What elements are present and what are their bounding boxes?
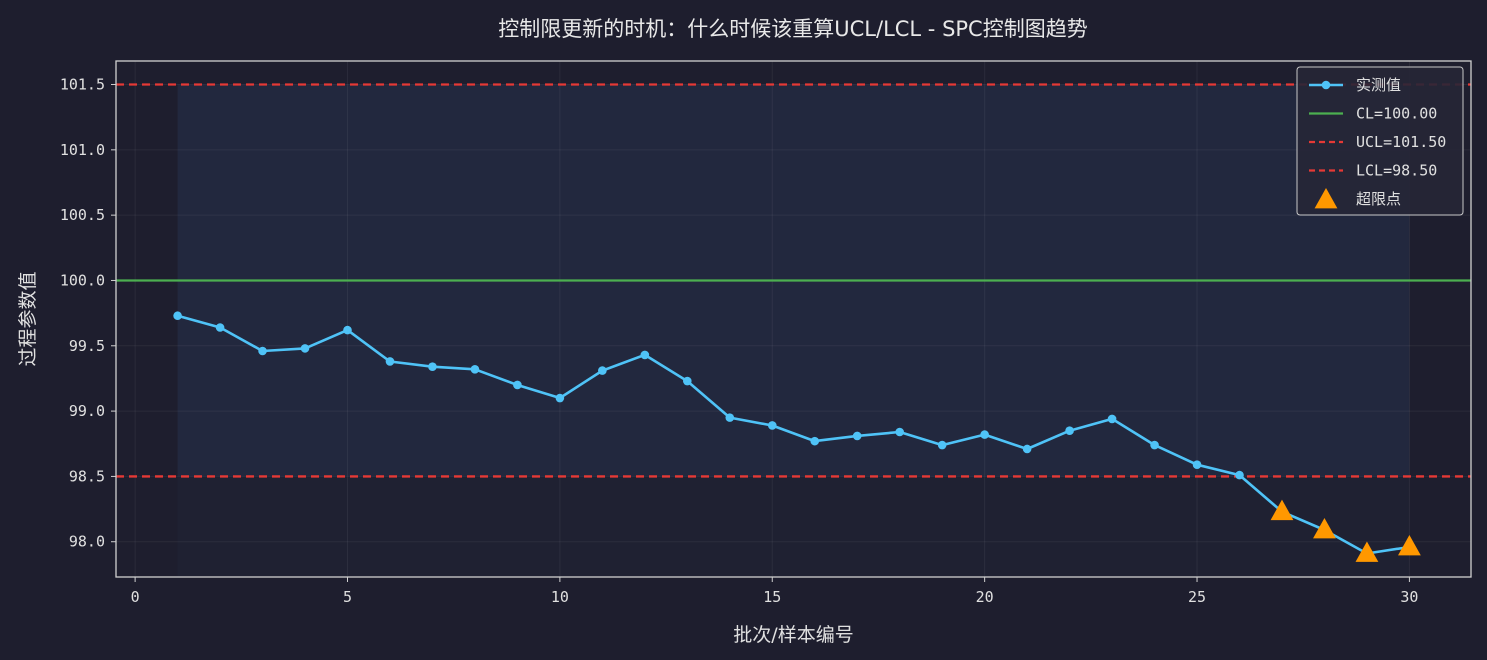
data-point [895, 427, 904, 437]
x-tick-label: 30 [1400, 588, 1418, 606]
y-tick-label: 101.0 [60, 141, 105, 159]
out-of-control-marker [1398, 534, 1421, 556]
y-axis-title: 过程参数值 [17, 271, 39, 366]
legend-box [1296, 66, 1464, 216]
plot-frame [115, 60, 1472, 578]
data-point [258, 346, 267, 356]
out-of-control-marker [1270, 499, 1294, 521]
y-tick-label: 100.5 [60, 206, 105, 224]
data-point [173, 311, 182, 321]
legend-item: LCL=98.50 [1309, 162, 1437, 180]
x-axis-ticks: 0 5 10 15 20 25 30 [131, 577, 1418, 606]
baseline-band-lower [177, 476, 1410, 577]
data-point [683, 376, 692, 386]
data-point [598, 366, 607, 375]
out-of-control-marker [1313, 517, 1336, 539]
baseline-band [177, 84, 1410, 577]
y-tick-label: 98.5 [69, 467, 105, 485]
data-point [513, 380, 522, 390]
y-tick-label: 101.5 [60, 76, 105, 94]
legend-label: LCL=98.50 [1356, 162, 1437, 180]
data-point [428, 362, 437, 371]
data-point [725, 413, 735, 422]
data-point [343, 325, 352, 335]
legend-label: UCL=101.50 [1356, 133, 1446, 151]
data-point [300, 344, 310, 353]
series-line [177, 314, 1410, 555]
data-point [385, 357, 395, 366]
plot-area [116, 61, 1471, 577]
data-point [640, 350, 650, 360]
control-limit-lines [116, 83, 1471, 478]
x-tick-label: 0 [131, 588, 140, 606]
legend-swatch-marker [1321, 80, 1331, 90]
data-point [215, 323, 225, 332]
data-point [852, 431, 862, 441]
y-tick-label: 99.0 [69, 402, 105, 420]
legend-item: 实测值 [1309, 76, 1401, 94]
data-point [1022, 444, 1032, 454]
legend-label: 超限点 [1356, 190, 1401, 208]
x-tick-label: 25 [1188, 588, 1206, 606]
y-tick-label: 100.0 [60, 271, 105, 289]
data-point [1150, 440, 1159, 450]
legend-item: 超限点 [1314, 188, 1401, 209]
x-tick-label: 20 [976, 588, 994, 606]
data-point [1065, 426, 1074, 435]
measured-series [173, 311, 1414, 558]
y-tick-label: 99.5 [69, 337, 105, 355]
x-tick-label: 5 [343, 588, 352, 606]
legend-label: 实测值 [1356, 76, 1401, 94]
y-tick-label: 98.0 [69, 533, 105, 551]
out-of-control-points [1270, 499, 1421, 562]
data-point [555, 393, 565, 403]
legend-item: CL=100.00 [1309, 105, 1437, 123]
data-point [1235, 470, 1244, 480]
legend: 实测值 CL=100.00 UCL=101.50 LCL=98.50 超限点 [1296, 66, 1464, 216]
legend-label: CL=100.00 [1356, 105, 1437, 123]
data-point [767, 421, 777, 430]
y-axis-ticks: 98.0 98.5 99.0 99.5 100.0 100.5 101.0 101.5 [60, 76, 116, 551]
x-tick-label: 15 [763, 588, 781, 606]
data-point [810, 436, 820, 446]
data-point [1192, 460, 1202, 469]
x-tick-label: 10 [551, 588, 569, 606]
data-point [937, 440, 947, 450]
x-axis-title: 批次/样本编号 [733, 624, 853, 646]
data-point [470, 364, 480, 374]
chart-title: 控制限更新的时机：什么时候该重算UCL/LCL - SPC控制图趋势 [498, 17, 1087, 41]
legend-item: UCL=101.50 [1309, 133, 1446, 151]
legend-swatch [1314, 188, 1338, 209]
out-of-control-marker [1355, 541, 1379, 562]
data-point [1107, 414, 1117, 424]
data-point [980, 430, 989, 439]
